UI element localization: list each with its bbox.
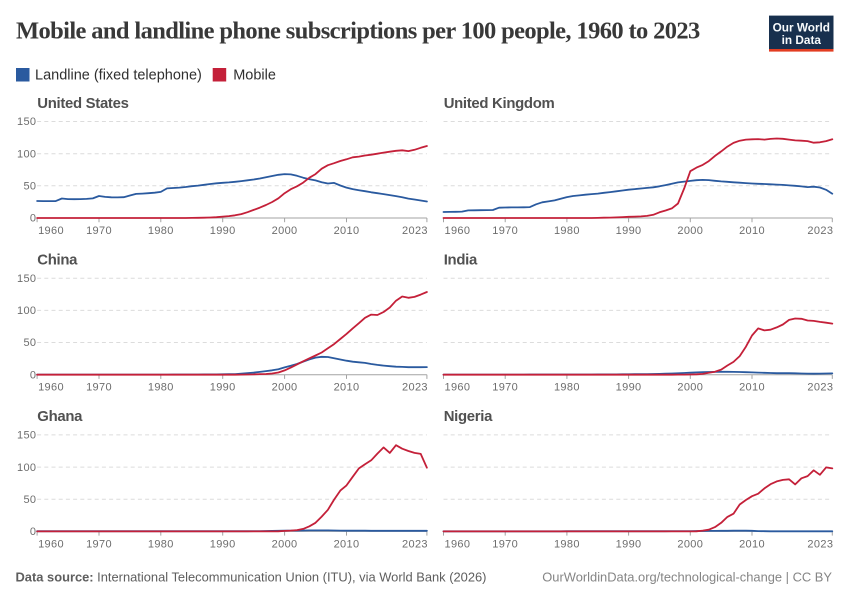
svg-text:2000: 2000 [272,225,298,237]
svg-text:1970: 1970 [492,538,518,550]
svg-text:1980: 1980 [554,382,580,394]
svg-text:1960: 1960 [445,538,471,550]
svg-text:1980: 1980 [554,538,580,550]
svg-text:2010: 2010 [334,538,360,550]
svg-text:2000: 2000 [677,225,703,237]
svg-text:50: 50 [23,337,36,349]
svg-text:2023: 2023 [402,225,428,237]
svg-text:1990: 1990 [616,538,642,550]
svg-text:United Kingdom: United Kingdom [444,96,555,112]
svg-text:2023: 2023 [807,382,833,394]
svg-text:1970: 1970 [86,382,112,394]
svg-text:1970: 1970 [492,225,518,237]
svg-text:2010: 2010 [334,382,360,394]
svg-text:150: 150 [17,273,36,285]
svg-text:Mobile and landline phone subs: Mobile and landline phone subscriptions … [16,18,700,45]
svg-text:100: 100 [17,305,36,317]
svg-text:2023: 2023 [402,382,428,394]
svg-text:Our World: Our World [773,20,830,34]
svg-text:50: 50 [23,494,36,506]
svg-text:1980: 1980 [148,382,174,394]
svg-text:2010: 2010 [739,225,765,237]
svg-text:1980: 1980 [148,538,174,550]
svg-text:150: 150 [17,430,36,442]
svg-text:1990: 1990 [210,225,236,237]
svg-text:150: 150 [17,116,36,128]
svg-text:Landline (fixed telephone): Landline (fixed telephone) [35,67,202,83]
svg-text:0: 0 [30,213,36,225]
svg-text:1960: 1960 [38,225,64,237]
svg-text:in Data: in Data [782,33,822,47]
svg-text:2000: 2000 [677,382,703,394]
svg-text:1970: 1970 [492,382,518,394]
svg-text:Data source: International Tel: Data source: International Telecommunica… [16,570,487,585]
svg-text:1990: 1990 [210,538,236,550]
svg-text:India: India [444,253,478,269]
svg-text:1990: 1990 [210,382,236,394]
svg-text:2010: 2010 [739,538,765,550]
svg-text:China: China [37,253,78,269]
svg-text:1960: 1960 [38,382,64,394]
svg-text:1990: 1990 [616,382,642,394]
svg-text:2023: 2023 [402,538,428,550]
svg-text:1960: 1960 [38,538,64,550]
svg-text:2023: 2023 [807,538,833,550]
svg-text:1980: 1980 [554,225,580,237]
svg-text:Ghana: Ghana [37,409,83,425]
svg-text:United States: United States [37,96,128,112]
svg-text:2000: 2000 [272,538,298,550]
svg-text:Mobile: Mobile [233,67,276,83]
svg-text:1980: 1980 [148,225,174,237]
svg-text:1970: 1970 [86,538,112,550]
svg-text:1960: 1960 [445,225,471,237]
svg-text:Nigeria: Nigeria [444,409,493,425]
svg-text:1970: 1970 [86,225,112,237]
svg-text:0: 0 [30,526,36,538]
svg-text:100: 100 [17,462,36,474]
svg-text:2010: 2010 [739,382,765,394]
svg-text:2000: 2000 [272,382,298,394]
svg-text:100: 100 [17,148,36,160]
svg-text:1990: 1990 [616,225,642,237]
svg-text:OurWorldinData.org/technologic: OurWorldinData.org/technological-change … [542,570,832,585]
svg-text:2000: 2000 [677,538,703,550]
svg-text:0: 0 [30,369,36,381]
svg-text:2023: 2023 [807,225,833,237]
svg-text:2010: 2010 [334,225,360,237]
svg-text:50: 50 [23,181,36,193]
svg-text:1960: 1960 [445,382,471,394]
